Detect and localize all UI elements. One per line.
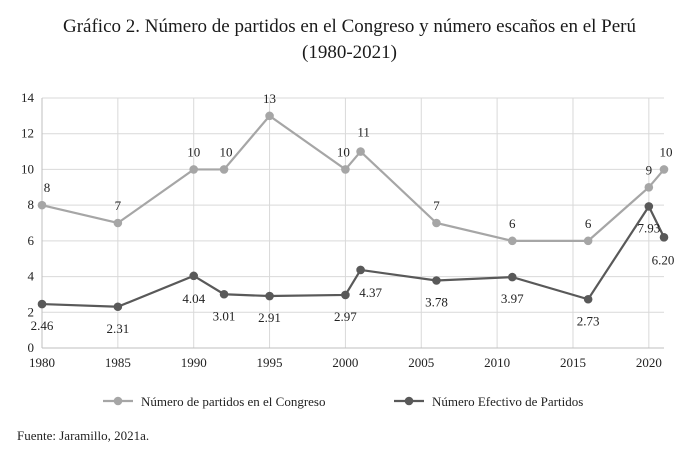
numero-efectivo-point (432, 276, 441, 285)
partidos-congreso-point (113, 218, 123, 228)
partidos-congreso-point (265, 111, 274, 121)
numero-efectivo-point (113, 302, 123, 312)
partidos-congreso-line (41, 114, 665, 242)
partidos-congreso-point (583, 236, 593, 246)
numero-efectivo-data-label: 7.93 (637, 220, 660, 235)
numero-efectivo-data-label: 2.97 (334, 309, 357, 324)
numero-efectivo-data-label: 2.91 (258, 310, 281, 325)
y-tick-label: 12 (21, 126, 34, 141)
partidos-congreso-point (432, 218, 441, 228)
y-tick-label: 6 (28, 233, 35, 248)
partidos-congreso-legend-label: Número de partidos en el Congreso (141, 394, 325, 409)
numero-efectivo-data-label: 2.31 (106, 321, 129, 336)
numero-efectivo-point (265, 291, 274, 301)
partidos-congreso-data-label: 10 (337, 144, 350, 159)
partidos-congreso-point (37, 200, 47, 210)
numero-efectivo-point (189, 271, 199, 281)
y-tick-label: 14 (21, 90, 35, 105)
line-chart: 0 2 4 6 8 10 12 14 1980 1985 1990 1995 2000 2005 2010 2… (21, 90, 675, 409)
numero-efectivo-point (219, 289, 229, 299)
partidos-congreso-point (659, 165, 669, 174)
x-tick-label: 1995 (257, 355, 283, 370)
numero-efectivo-point (659, 232, 669, 242)
chart-title-line2: (1980-2021) (302, 42, 397, 63)
partidos-congreso-data-label: 11 (357, 125, 370, 140)
numero-efectivo-point (583, 294, 593, 304)
y-tick-label: 10 (21, 161, 34, 176)
numero-efectivo-data-label: 4.04 (182, 291, 205, 306)
partidos-congreso-point (189, 165, 199, 174)
y-tick-label: 0 (28, 340, 35, 355)
numero-efectivo-point (37, 299, 47, 309)
numero-efectivo-point (356, 265, 365, 275)
x-tick-label: 1980 (29, 355, 55, 370)
partidos-congreso-point (356, 147, 365, 156)
partidos-congreso-legend-marker (113, 396, 123, 406)
numero-efectivo-legend-marker (404, 396, 414, 406)
numero-efectivo-line (41, 204, 665, 308)
partidos-congreso-point (507, 236, 517, 246)
chart-title-line1: Gráfico 2. Número de partidos en el Cong… (63, 16, 636, 37)
x-tick-label: 1990 (181, 355, 207, 370)
partidos-congreso-data-label: 6 (509, 216, 516, 231)
source-note: Fuente: Jaramillo, 2021a. (17, 428, 150, 443)
partidos-congreso-data-label: 7 (433, 198, 440, 213)
partidos-congreso-data-label: 10 (220, 144, 233, 159)
x-tick-label: 2020 (636, 355, 662, 370)
partidos-congreso-point (219, 165, 229, 174)
numero-efectivo-legend-label: Número Efectivo de Partidos (432, 394, 583, 409)
x-tick-label: 2015 (560, 355, 586, 370)
partidos-congreso-point (644, 182, 654, 192)
partidos-congreso-point (341, 165, 350, 174)
partidos-congreso-data-label: 13 (263, 91, 276, 106)
partidos-congreso-data-label: 7 (115, 198, 122, 213)
partidos-congreso-data-label: 8 (44, 180, 51, 195)
x-tick-label: 2000 (332, 355, 358, 370)
y-tick-label: 2 (28, 304, 35, 319)
partidos-congreso-data-label: 9 (646, 162, 653, 177)
y-tick-label: 8 (28, 197, 35, 212)
numero-efectivo-data-label: 2.73 (577, 313, 600, 328)
numero-efectivo-data-label: 4.37 (359, 285, 382, 300)
numero-efectivo-data-label: 6.20 (652, 252, 675, 267)
x-tick-label: 2010 (484, 355, 510, 370)
numero-efectivo-point (644, 202, 654, 211)
numero-efectivo-data-label: 2.46 (31, 318, 54, 333)
numero-efectivo-point (341, 290, 350, 300)
y-tick-label: 4 (28, 269, 35, 284)
numero-efectivo-point (507, 272, 517, 282)
partidos-congreso-data-label: 10 (660, 144, 673, 159)
x-tick-label: 2005 (408, 355, 434, 370)
numero-efectivo-data-label: 3.97 (501, 291, 524, 306)
x-tick-label: 1985 (105, 355, 131, 370)
numero-efectivo-data-label: 3.01 (213, 308, 236, 323)
numero-efectivo-data-label: 3.78 (425, 295, 448, 310)
partidos-congreso-data-label: 6 (585, 216, 592, 231)
partidos-congreso-data-label: 10 (187, 144, 200, 159)
